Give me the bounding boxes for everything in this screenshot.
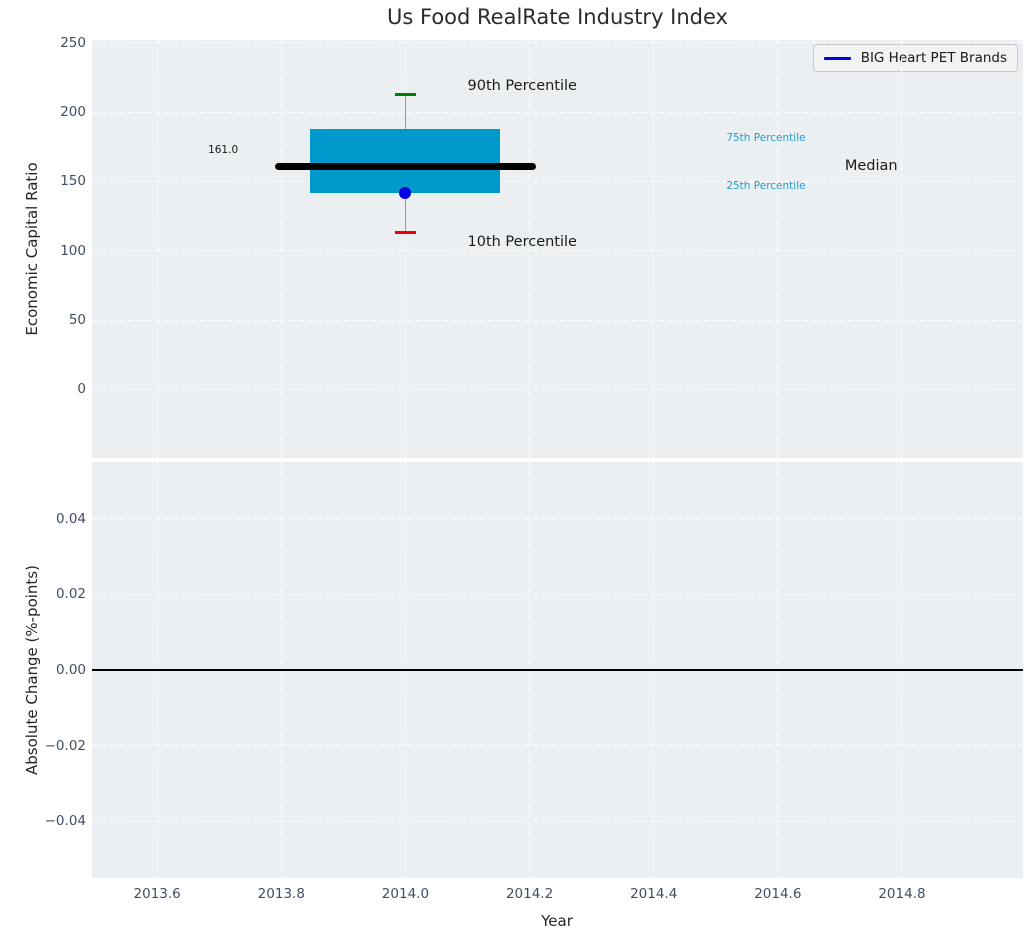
- legend-line-swatch: [823, 56, 851, 60]
- annotation-90th-percentile: 90th Percentile: [467, 77, 577, 94]
- y-tick-label: 0.02: [55, 586, 86, 603]
- gridline-horizontal: [92, 388, 1023, 390]
- x-tick-label: 2014.0: [381, 886, 430, 902]
- median-line: [275, 162, 536, 170]
- interquartile-box: [310, 128, 501, 193]
- y-tick-label: 250: [60, 34, 86, 51]
- gridline-horizontal: [92, 180, 1023, 182]
- gridline-vertical: [404, 40, 406, 458]
- gridline-horizontal: [92, 593, 1023, 595]
- y-tick-label: 0: [77, 381, 86, 398]
- xlabel-year: Year: [541, 912, 573, 930]
- y-tick-label: −0.02: [44, 737, 86, 754]
- zero-reference-line: [92, 669, 1023, 671]
- p10-cap: [394, 231, 416, 235]
- annotation-161-0: 161.0: [208, 143, 239, 156]
- p90-cap: [394, 92, 416, 96]
- gridline-vertical: [280, 40, 282, 458]
- x-tick-label: 2014.8: [878, 886, 926, 902]
- annotation-75th-percentile: 75th Percentile: [726, 132, 806, 145]
- x-tick-label: 2014.2: [505, 886, 554, 902]
- x-tick-label: 2014.6: [754, 886, 802, 902]
- gridline-vertical: [156, 40, 158, 458]
- legend-label: BIG Heart PET Brands: [860, 50, 1007, 66]
- annotation-median: Median: [844, 158, 898, 175]
- legend: BIG Heart PET Brands: [812, 44, 1018, 72]
- x-tick-label: 2014.4: [630, 886, 678, 902]
- gridline-horizontal: [92, 250, 1023, 252]
- y-tick-label: 200: [60, 104, 86, 121]
- gridline-horizontal: [92, 518, 1023, 520]
- gridline-horizontal: [92, 111, 1023, 113]
- gridline-vertical: [529, 40, 531, 458]
- y-tick-label: 100: [60, 242, 86, 259]
- annotation-10th-percentile: 10th Percentile: [467, 234, 577, 251]
- gridline-vertical: [777, 40, 779, 458]
- y-tick-label: 0.00: [55, 662, 86, 678]
- company-data-point: [399, 186, 412, 199]
- x-tick-label: 2013.6: [133, 886, 181, 902]
- gridline-horizontal: [92, 319, 1023, 321]
- gridline-horizontal: [92, 820, 1023, 822]
- gridline-vertical: [901, 40, 903, 458]
- chart-title: Us Food RealRate Industry Index: [387, 5, 728, 29]
- y-tick-label: −0.04: [44, 813, 86, 830]
- gridline-horizontal: [92, 745, 1023, 747]
- gridline-vertical: [653, 40, 655, 458]
- annotation-25th-percentile: 25th Percentile: [726, 179, 806, 192]
- axes-bottom: [92, 462, 1023, 878]
- y-tick-label: 150: [60, 173, 86, 190]
- x-tick-label: 2013.8: [257, 886, 305, 902]
- axes-top: BIG Heart PET Brands: [92, 40, 1023, 458]
- y-tick-label: 0.04: [55, 510, 86, 527]
- gridline-horizontal: [92, 42, 1023, 44]
- y-tick-label: 50: [68, 312, 86, 329]
